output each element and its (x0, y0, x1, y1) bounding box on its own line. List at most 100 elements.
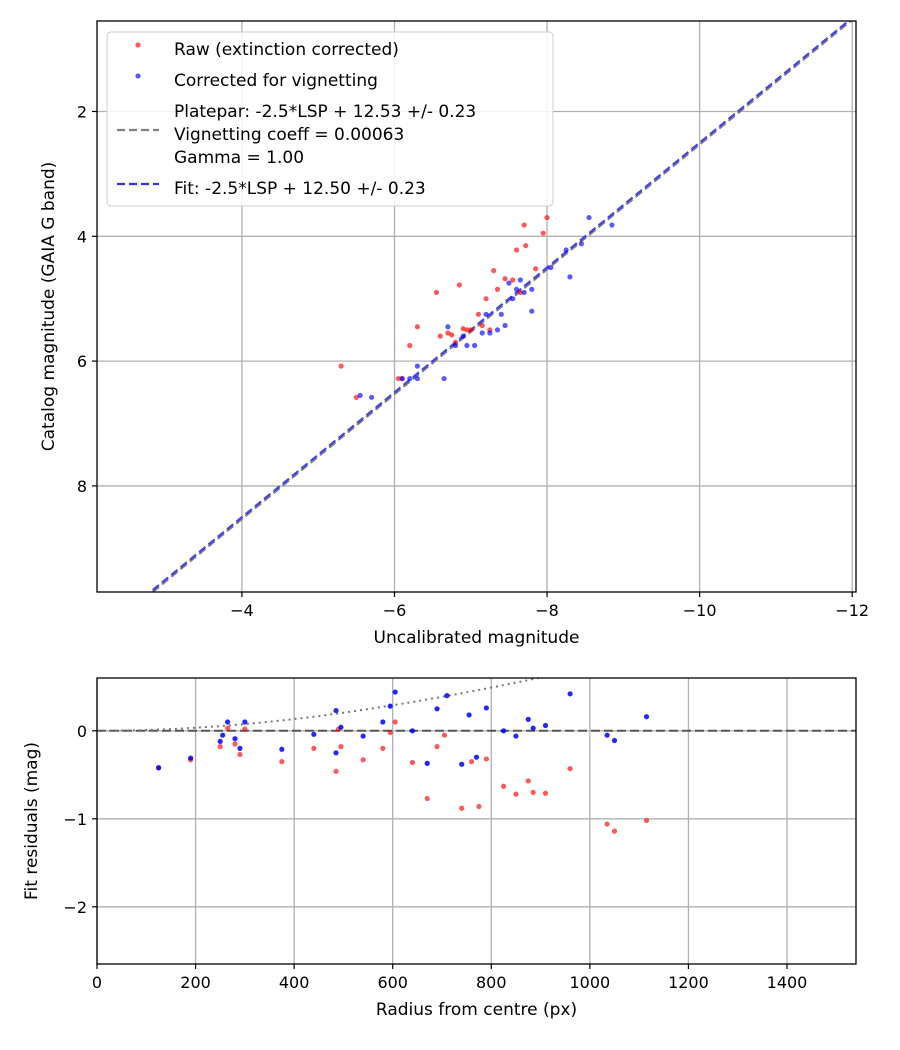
corrected-point (578, 241, 584, 247)
corrected-point (529, 286, 535, 292)
raw-point (360, 757, 366, 763)
corrected-point (586, 214, 592, 221)
y-tick-label: 2 (77, 102, 87, 121)
corrected-point (483, 311, 489, 317)
legend-label: Fit: -2.5*LSP + 12.50 +/- 0.23 (174, 179, 426, 199)
corrected-point (441, 375, 447, 382)
corrected-point (311, 731, 317, 737)
raw-point (434, 744, 440, 750)
raw-point (483, 296, 489, 302)
fit-line (148, 21, 851, 592)
raw-point (424, 795, 430, 802)
raw-point (395, 375, 401, 382)
corrected-point (225, 719, 231, 725)
corrected-point (473, 754, 480, 760)
y-tick-label: −2 (63, 898, 87, 917)
corrected-points (357, 214, 615, 400)
raw-point (501, 783, 507, 789)
corrected-point (510, 296, 516, 302)
corrected-point (517, 277, 523, 283)
corrected-point (479, 330, 485, 336)
ticks: 0 200 400 600 800 1000 1200 1400 0 −1 −2 (63, 722, 807, 992)
raw-point (567, 766, 573, 772)
calibration-plot: −4 −6 −8 −10 −12 2 4 6 8 Uncalibrated magnitude Ca… (39, 20, 869, 648)
raw-point (407, 342, 413, 349)
x-tick-label: 0 (92, 973, 102, 992)
plot-frame (96, 20, 857, 593)
corrected-point (487, 330, 493, 336)
raw-point (491, 268, 497, 274)
platepar-line (150, 21, 853, 592)
raw-point (525, 778, 531, 784)
raw-point (456, 282, 462, 288)
raw-point (523, 243, 529, 249)
corrected-point (529, 308, 535, 314)
corrected-point (464, 342, 470, 349)
corrected-point (237, 745, 243, 752)
corrected-point (563, 247, 569, 253)
corrected-point (506, 280, 512, 286)
legend-label: Corrected for vignetting (174, 71, 378, 91)
legend-box (106, 31, 554, 207)
corrected-point (338, 724, 344, 730)
corrected-point (609, 222, 615, 228)
raw-point (542, 790, 549, 796)
corrected-point (407, 375, 413, 382)
raw-point (468, 327, 474, 333)
corrected-point (460, 333, 466, 339)
x-axis-label: Uncalibrated magnitude (374, 628, 580, 648)
raw-point (513, 247, 520, 253)
raw-point (242, 726, 248, 732)
corrected-point (611, 737, 618, 744)
vignetting-curve (97, 678, 544, 732)
corrected-point (567, 691, 573, 697)
raw-point (449, 332, 455, 338)
corrected-point (387, 703, 393, 709)
raw-legend-marker (135, 42, 141, 48)
corrected-point (409, 728, 416, 734)
legend-label: Raw (extinction corrected) (174, 40, 399, 60)
corrected-point (548, 264, 554, 271)
corrected-points (156, 689, 650, 771)
corrected-point (498, 311, 504, 317)
legend-label: Vignetting coeff = 0.00063 (174, 125, 404, 145)
corrected-point (414, 363, 420, 369)
raw-points (338, 214, 550, 400)
y-axis-label: Catalog magnitude (GAIA G band) (39, 162, 59, 452)
corrected-point (444, 693, 450, 699)
corrected-point (513, 733, 519, 739)
corrected-point (502, 322, 508, 329)
corrected-point (525, 716, 531, 722)
raw-point (533, 266, 539, 272)
raw-point (392, 719, 398, 725)
corrected-point (604, 732, 610, 738)
raw-point (279, 759, 285, 765)
legend-label: Gamma = 1.00 (174, 148, 304, 168)
raw-point (338, 744, 344, 750)
corrected-point (466, 712, 472, 718)
legend-label: Platepar: -2.5*LSP + 12.53 +/- 0.23 (174, 102, 476, 122)
y-tick-label: −1 (63, 810, 87, 829)
corrected-point (434, 706, 440, 712)
corrected-point (483, 705, 489, 711)
corrected-point (471, 342, 478, 349)
corrected-point (333, 750, 339, 756)
raw-point (338, 363, 344, 369)
raw-point (237, 751, 243, 758)
residuals-plot: 0 200 400 600 800 1000 1200 1400 0 −1 −2 Radius fro… (22, 677, 857, 1020)
raw-point (611, 828, 618, 834)
x-tick-label: −8 (535, 601, 559, 620)
raw-point (225, 725, 231, 731)
raw-point (387, 729, 393, 736)
raw-point (380, 745, 386, 752)
raw-point (544, 214, 550, 221)
raw-point (643, 817, 650, 824)
raw-point (468, 759, 475, 765)
raw-point (476, 803, 482, 810)
raw-point (540, 230, 546, 236)
raw-point (530, 789, 536, 796)
corrected-point (643, 714, 650, 720)
corrected-point (513, 286, 520, 292)
corrected-point (459, 761, 465, 767)
raw-point (513, 791, 519, 797)
